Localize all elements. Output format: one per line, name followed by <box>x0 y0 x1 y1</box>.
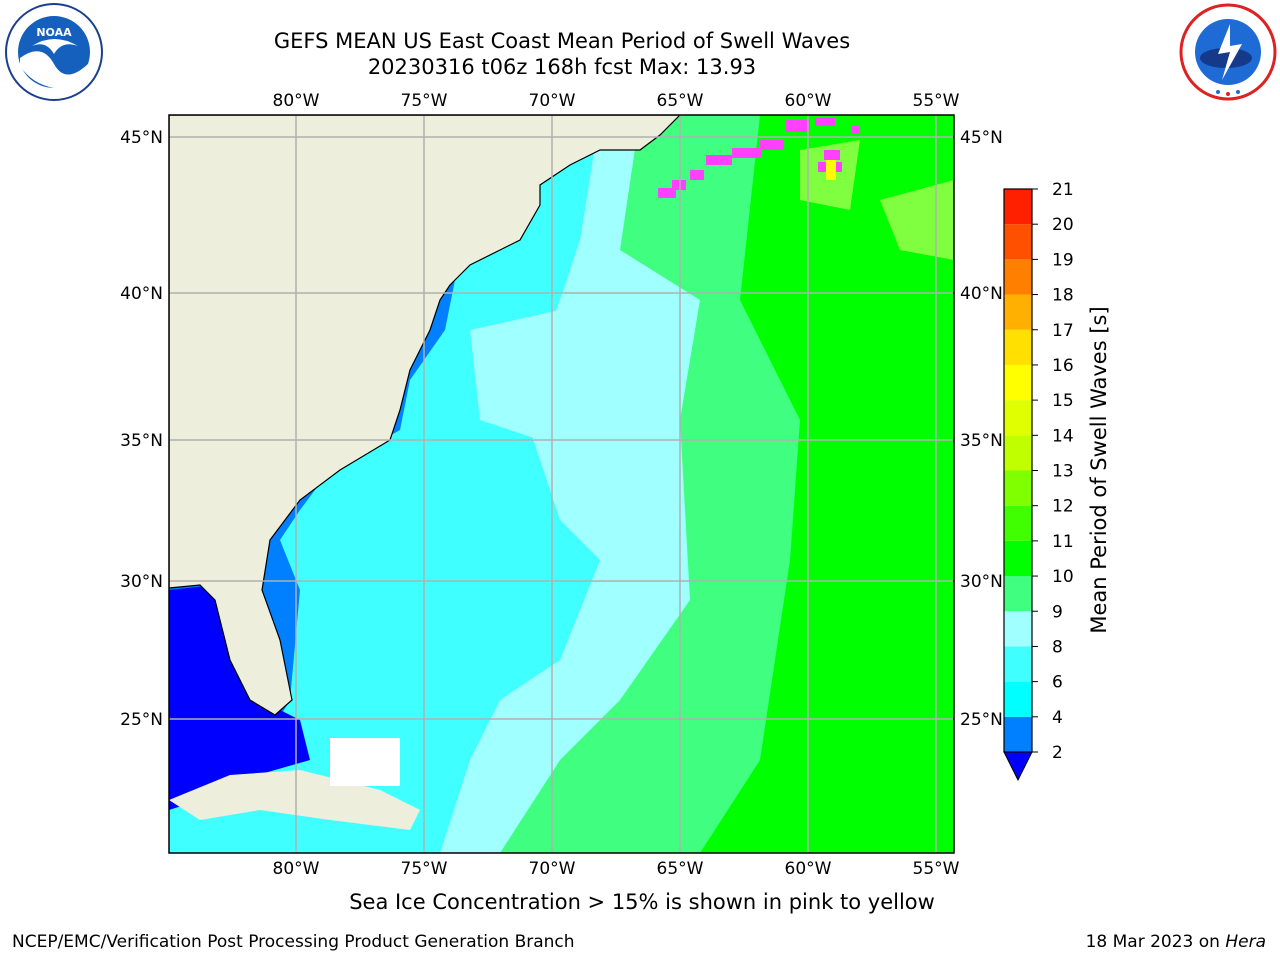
colorbar <box>1003 188 1033 782</box>
colorbar-extend-arrow <box>1003 751 1033 782</box>
plot-subtitle: 20230316 t06z 168h fcst Max: 13.93 <box>367 55 757 79</box>
sea-ice-yellow <box>826 160 836 180</box>
lon-labels-top: 80°W 75°W 70°W 65°W 60°W 55°W <box>273 91 960 111</box>
colorbar-segment <box>1004 435 1032 471</box>
map-frame <box>168 114 955 854</box>
lon-label-bottom: 60°W <box>785 859 832 879</box>
colorbar-tick-label: 16 <box>1052 356 1074 376</box>
lon-label-bottom: 65°W <box>657 859 704 879</box>
bahamas-white <box>330 738 400 786</box>
lat-labels-left: 45°N 40°N 35°N 30°N 25°N <box>120 128 163 730</box>
colorbar-tick-label: 4 <box>1052 708 1063 728</box>
lat-label-right: 25°N <box>960 710 1003 730</box>
colorbar-tick-label: 11 <box>1052 532 1074 552</box>
colorbar-tick-label: 21 <box>1052 180 1074 200</box>
lat-label-right: 30°N <box>960 572 1003 592</box>
colorbar-tick-label: 18 <box>1052 286 1074 306</box>
colorbar-segment <box>1004 259 1032 295</box>
lon-labels-bottom: 80°W 75°W 70°W 65°W 60°W 55°W <box>273 859 960 879</box>
lat-label-left: 35°N <box>120 431 163 451</box>
colorbar-tick-label: 8 <box>1052 637 1063 657</box>
swell-period-field <box>169 115 954 853</box>
lon-label-top: 70°W <box>529 91 576 111</box>
colorbar-segment <box>1004 611 1032 647</box>
lat-label-right: 40°N <box>960 284 1003 304</box>
colorbar-tick-label: 20 <box>1052 215 1074 235</box>
colorbar-segment <box>1004 294 1032 330</box>
colorbar-tick-label: 13 <box>1052 462 1074 482</box>
colorbar-segment <box>1004 364 1032 401</box>
lon-label-bottom: 75°W <box>401 859 448 879</box>
colorbar-tick-label: 6 <box>1052 673 1063 693</box>
lon-label-top: 80°W <box>273 91 320 111</box>
lon-label-top: 55°W <box>913 91 960 111</box>
graticule <box>169 115 954 853</box>
colorbar-tick-label: 19 <box>1052 250 1074 270</box>
noaa-logo-icon: NOAA <box>5 3 103 101</box>
lat-label-right: 45°N <box>960 128 1003 148</box>
colorbar-segment <box>1004 470 1032 506</box>
lon-label-top: 75°W <box>401 91 448 111</box>
colorbar-segment <box>1004 505 1032 541</box>
colorbar-tick-label: 10 <box>1052 567 1074 587</box>
lon-label-bottom: 55°W <box>913 859 960 879</box>
nws-logo-icon <box>1179 3 1277 101</box>
colorbar-tick-label: 17 <box>1052 321 1074 341</box>
colorbar-tick-label: 2 <box>1052 743 1063 763</box>
lat-label-left: 45°N <box>120 128 163 148</box>
colorbar-tick-label: 14 <box>1052 426 1074 446</box>
lat-label-left: 40°N <box>120 284 163 304</box>
colorbar-ticks: 2 4 6 8 9 10 11 12 13 14 15 16 17 18 19 20 21 <box>1032 180 1074 763</box>
lat-labels-right: 45°N 40°N 35°N 30°N 25°N <box>960 128 1003 730</box>
lat-label-left: 25°N <box>120 710 163 730</box>
colorbar-segment <box>1004 400 1032 436</box>
lat-label-right: 35°N <box>960 431 1003 451</box>
colorbar-segment <box>1004 189 1032 225</box>
host-name: Hera <box>1225 932 1266 952</box>
run-date-text: 18 Mar 2023 on <box>1085 932 1226 952</box>
sea-ice-note: Sea Ice Concentration > 15% is shown in … <box>349 890 935 914</box>
run-date: 18 Mar 2023 on Hera <box>1086 932 1266 952</box>
colorbar-segment <box>1004 716 1032 752</box>
gulf-deep-blue <box>169 585 310 810</box>
colorbar-segment <box>1004 540 1032 577</box>
plot-title: GEFS MEAN US East Coast Mean Period of S… <box>273 29 851 53</box>
colorbar-segment <box>1004 681 1032 717</box>
colorbar-label: Mean Period of Swell Waves [s] <box>1087 306 1111 633</box>
colorbar-tick-label: 15 <box>1052 391 1074 411</box>
svg-text:NOAA: NOAA <box>36 26 72 39</box>
colorbar-segment <box>1004 329 1032 365</box>
colorbar-tick-label: 12 <box>1052 497 1074 517</box>
lon-label-bottom: 80°W <box>273 859 320 879</box>
colorbar-tick-label: 9 <box>1052 602 1063 622</box>
lon-label-top: 60°W <box>785 91 832 111</box>
producer-credit: NCEP/EMC/Verification Post Processing Pr… <box>12 932 575 952</box>
lon-label-bottom: 70°W <box>529 859 576 879</box>
colorbar-segment <box>1004 224 1032 260</box>
colorbar-segment <box>1004 576 1032 612</box>
lon-label-top: 65°W <box>657 91 704 111</box>
colorbar-segment <box>1004 646 1032 682</box>
lat-label-left: 30°N <box>120 572 163 592</box>
